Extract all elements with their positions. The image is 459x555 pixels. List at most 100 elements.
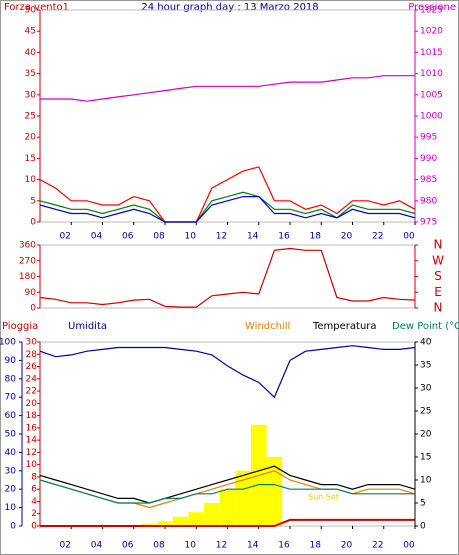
y3-tick-label: 18: [26, 411, 38, 421]
y-tick-label: 90: [25, 288, 37, 298]
x-tick-label: 10: [185, 232, 197, 242]
x-tick-label: 12: [216, 232, 227, 242]
bar: [157, 521, 173, 526]
series-line: [39, 191, 416, 223]
x-tick-label: 02: [60, 541, 71, 551]
legend-entry: Windchill: [245, 321, 290, 332]
y3-tick-label: 28: [26, 350, 38, 360]
x-tick-label: 22: [372, 541, 383, 551]
y2-tick-label: 25: [420, 407, 431, 417]
y2-tick-label: 1020: [420, 27, 443, 37]
x-tick-label: 12: [216, 541, 227, 551]
y2-tick-label: N: [434, 301, 443, 315]
x-tick-label: 06: [122, 541, 134, 551]
y2-tick-label: 0: [420, 522, 426, 532]
y-tick-label: 270: [19, 256, 36, 266]
x-tick-label: 14: [247, 541, 259, 551]
y3-tick-label: 4: [31, 497, 37, 507]
y2-tick-label: 40: [420, 338, 432, 348]
y-tick-label: 15: [25, 154, 36, 164]
y-tick-label: 80: [5, 374, 17, 384]
bar: [204, 503, 220, 526]
y-tick-label: 70: [5, 393, 17, 403]
y-tick-label: 40: [5, 448, 17, 458]
y-tick-label: 5: [30, 196, 36, 206]
y-tick-label: 0: [30, 304, 36, 314]
x-tick-label: 10: [185, 541, 197, 551]
y3-tick-label: 14: [26, 436, 38, 446]
x-tick-label: 00: [403, 232, 415, 242]
annotation: Sun Set: [308, 493, 339, 502]
y-tick-label: 40: [25, 48, 37, 58]
y2-tick-label: 10: [420, 476, 432, 486]
legend-entry: Umidita: [68, 321, 107, 332]
y-tick-label: 60: [5, 411, 17, 421]
y2-tick-label: 985: [420, 175, 437, 185]
legend-entry: Pioggia: [2, 321, 38, 332]
y-tick-label: 50: [5, 430, 17, 440]
y-axis-label: Forza vento1: [4, 2, 69, 13]
y2-tick-label: 1005: [420, 90, 443, 100]
y-tick-label: 35: [25, 69, 36, 79]
y-tick-label: 25: [25, 112, 36, 122]
x-tick-label: 08: [153, 541, 165, 551]
y2-tick-label: 1025: [420, 6, 443, 16]
bar: [266, 457, 283, 526]
y3-tick-label: 24: [26, 374, 38, 384]
x-tick-label: 14: [247, 232, 259, 242]
y2-tick-label: 990: [420, 154, 437, 164]
y3-tick-label: 12: [26, 448, 37, 458]
x-tick-label: 04: [91, 541, 103, 551]
y2-tick-label: 35: [420, 361, 431, 371]
y3-tick-label: 0: [31, 522, 37, 532]
x-tick-label: 18: [310, 541, 322, 551]
y3-tick-label: 10: [26, 460, 38, 470]
y-tick-label: 30: [25, 90, 37, 100]
y3-tick-label: 6: [31, 485, 37, 495]
y2-tick-label: 1015: [420, 48, 443, 58]
y3-tick-label: 22: [26, 387, 37, 397]
x-tick-label: 08: [153, 232, 165, 242]
series-line: [39, 166, 416, 223]
y2-axis-label: Pressione: [408, 2, 456, 13]
y2-tick-label: 1000: [420, 112, 443, 122]
y2-tick-label: 1010: [420, 69, 443, 79]
series-line: [39, 196, 416, 223]
y-tick-label: 20: [5, 485, 17, 495]
x-tick-label: 22: [372, 232, 383, 242]
x-tick-label: 00: [403, 541, 415, 551]
legend-entry: Temperatura: [312, 321, 377, 332]
y-tick-label: 20: [25, 133, 37, 143]
y2-tick-label: S: [434, 269, 442, 283]
bar: [172, 516, 189, 526]
y-tick-label: 100: [0, 338, 16, 348]
x-tick-label: 20: [341, 541, 353, 551]
series-line: [40, 75, 415, 102]
y-tick-label: 10: [5, 503, 17, 513]
y2-tick-label: 30: [420, 384, 432, 394]
bar: [235, 470, 251, 526]
bar: [141, 523, 158, 526]
y3-tick-label: 2: [31, 509, 37, 519]
y-tick-label: 360: [19, 241, 36, 251]
x-tick-label: 04: [91, 232, 103, 242]
y2-tick-label: W: [432, 253, 444, 267]
y2-tick-label: 20: [420, 430, 432, 440]
y-tick-label: 0: [10, 522, 16, 532]
x-tick-label: 20: [341, 232, 353, 242]
x-tick-label: 02: [60, 232, 71, 242]
y3-tick-label: 20: [26, 399, 38, 409]
y2-tick-label: 975: [420, 218, 437, 228]
chart-title: 24 hour graph day : 13 Marzo 2018: [141, 2, 318, 13]
y3-tick-label: 30: [26, 338, 38, 348]
y3-tick-label: 8: [31, 472, 37, 482]
y-tick-label: 0: [30, 218, 36, 228]
series-line: [40, 518, 415, 527]
y-tick-label: 90: [5, 356, 17, 366]
y2-tick-label: N: [434, 238, 443, 252]
y2-tick-label: 5: [420, 499, 426, 509]
x-tick-label: 16: [278, 541, 290, 551]
bar: [219, 489, 236, 526]
